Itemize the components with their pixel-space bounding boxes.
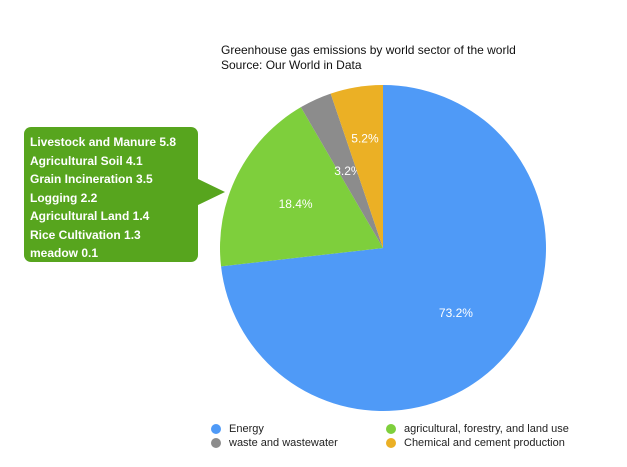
annotation-item: Agricultural Soil 4.1 xyxy=(30,153,143,168)
chart-title: Greenhouse gas emissions by world sector… xyxy=(221,43,516,57)
pie-slice xyxy=(220,107,383,267)
legend-swatch xyxy=(386,424,396,434)
slice-label: 3.2% xyxy=(334,164,362,178)
legend-item-energy: Energy xyxy=(211,423,264,435)
annotation-item: Logging 2.2 xyxy=(30,190,98,205)
annotation-item: meadow 0.1 xyxy=(30,246,99,260)
legend-item-waste: waste and wastewater xyxy=(211,437,338,449)
pie-slice xyxy=(300,93,383,248)
slice-label: 18.4% xyxy=(279,197,313,211)
chart-subtitle: Source: Our World in Data xyxy=(221,58,362,72)
annotation-pointer xyxy=(196,178,225,206)
legend-item-chemical: Chemical and cement production xyxy=(386,437,565,449)
legend-swatch xyxy=(211,424,221,434)
legend-label: agricultural, forestry, and land use xyxy=(404,423,569,435)
legend-label: waste and wastewater xyxy=(229,437,338,449)
pie-slice xyxy=(221,85,547,412)
slice-label: 73.2% xyxy=(439,306,473,320)
legend-swatch xyxy=(211,438,221,448)
legend-item-agriculture: agricultural, forestry, and land use xyxy=(386,423,569,435)
annotation-item: Grain Incineration 3.5 xyxy=(30,172,153,186)
annotation-item: Agricultural Land 1.4 xyxy=(30,209,150,223)
legend-swatch xyxy=(386,438,396,448)
slice-label: 5.2% xyxy=(351,132,379,146)
pie-slice xyxy=(330,85,383,248)
annotation-callout: Livestock and Manure 5.8 Agricultural So… xyxy=(24,127,198,262)
legend-label: Chemical and cement production xyxy=(404,437,565,449)
legend-label: Energy xyxy=(229,423,264,435)
annotation-item: Livestock and Manure 5.8 xyxy=(30,135,177,149)
annotation-item: Rice Cultivation 1.3 xyxy=(30,227,141,242)
